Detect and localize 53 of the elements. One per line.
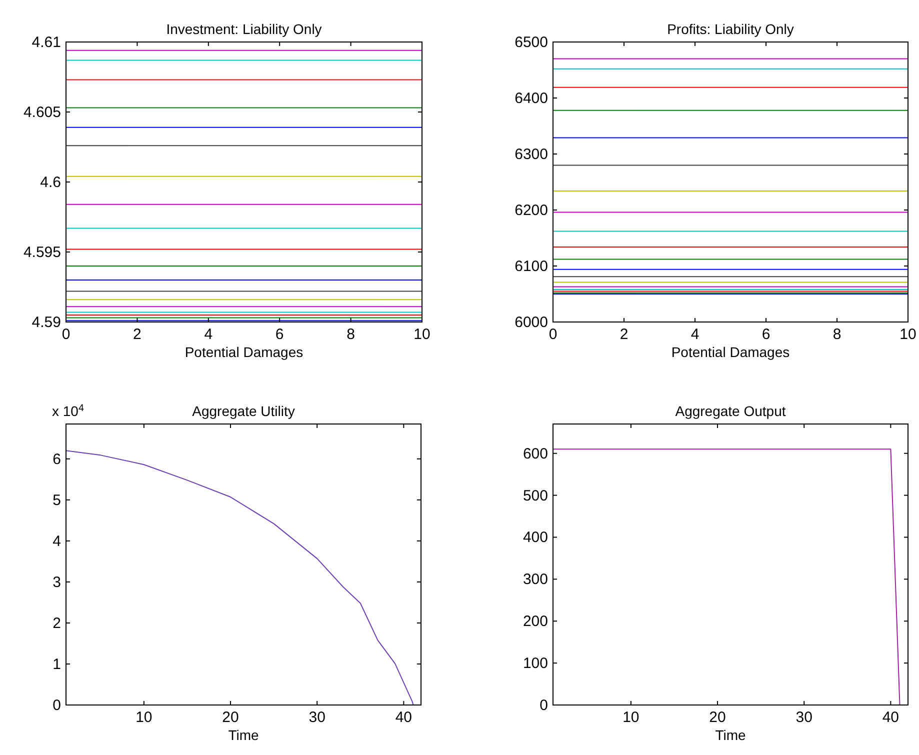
y-tick-label: 6200: [514, 202, 548, 219]
y-tick-label: 6300: [514, 146, 548, 163]
x-axis-title: Time: [228, 727, 260, 743]
x-tick-label: 20: [709, 709, 726, 726]
y-tick-label: 300: [522, 571, 548, 588]
y-tick-label: 4.595: [23, 244, 61, 261]
x-tick-label: 10: [414, 326, 430, 343]
x-tick-label: 10: [900, 326, 916, 343]
y-tick-label: 200: [522, 613, 548, 630]
y-tick-label: 6500: [514, 34, 548, 51]
x-tick-label: 40: [395, 709, 412, 726]
y-tick-label: 4.59: [32, 314, 61, 331]
y-tick-label: 2: [52, 614, 61, 632]
x-tick-label: 6: [762, 326, 770, 343]
x-axis-title: Potential Damages: [184, 344, 304, 360]
y-tick-label: 4.6: [40, 174, 61, 191]
x-tick-label: 30: [796, 709, 812, 726]
y-tick-label: 6100: [514, 258, 548, 275]
y-tick-label: 5: [52, 492, 61, 509]
x-tick-label: 8: [832, 326, 842, 343]
x-tick-label: 40: [882, 709, 900, 726]
y-tick-label: 4.61: [32, 34, 61, 51]
y-tick-label: 0: [540, 697, 548, 714]
y-tick-label: 1: [52, 656, 61, 673]
y-tick-label: 6000: [514, 314, 548, 331]
x-axis-title: Time: [715, 727, 746, 743]
x-tick-label: 10: [622, 709, 640, 726]
x-tick-label: 30: [308, 709, 326, 726]
chart-title: Profits: Liability Only: [667, 21, 794, 37]
y-tick-label: 0: [52, 697, 61, 714]
y-tick-label: 100: [522, 655, 548, 672]
chart-title: Investment: Liability Only: [166, 21, 322, 37]
x-tick-label: 4: [204, 326, 213, 343]
y-tick-label: 500: [522, 487, 548, 504]
y-tick-label: 6: [52, 450, 61, 468]
x-axis-title: Potential Damages: [671, 344, 790, 360]
line-series: [66, 450, 414, 706]
text: x 10$^{4}$: [52, 402, 84, 419]
y-tick-label: 4: [52, 532, 61, 550]
y-tick-label: 600: [522, 445, 548, 462]
x-tick-label: 2: [620, 326, 628, 343]
y-tick-label: 3: [52, 574, 61, 591]
y-tick-label: 400: [522, 529, 548, 546]
x-tick-label: 10: [136, 709, 152, 726]
x-tick-label: 2: [133, 326, 142, 343]
chart-title: Aggregate Output: [675, 403, 786, 419]
x-tick-label: 20: [222, 709, 239, 726]
y-tick-label: 6400: [514, 90, 548, 107]
x-tick-label: 6: [275, 326, 284, 343]
x-tick-label: 8: [346, 326, 355, 343]
y-tick-label: 4.605: [23, 104, 61, 121]
x-tick-label: 4: [690, 326, 700, 343]
chart-title: Aggregate Utility: [192, 403, 295, 419]
